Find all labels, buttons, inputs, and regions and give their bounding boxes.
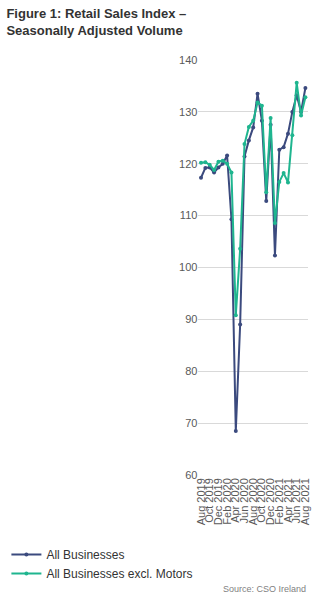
svg-text:Feb 2021: Feb 2021 xyxy=(273,478,285,524)
svg-text:Aug 2021: Aug 2021 xyxy=(299,478,311,525)
svg-text:140: 140 xyxy=(179,54,197,66)
svg-text:110: 110 xyxy=(180,209,198,221)
svg-text:All Businesses: All Businesses xyxy=(46,548,124,562)
svg-text:Jun 2020: Jun 2020 xyxy=(238,478,250,523)
svg-text:Figure 1: Retail Sales Index –: Figure 1: Retail Sales Index –Seasonally… xyxy=(6,6,186,38)
svg-text:90: 90 xyxy=(185,313,197,325)
svg-text:Apr 2020: Apr 2020 xyxy=(229,478,241,523)
svg-text:Source: CSO Ireland: Source: CSO Ireland xyxy=(223,584,306,594)
svg-text:Aug 2020: Aug 2020 xyxy=(247,478,259,525)
svg-text:100: 100 xyxy=(179,261,197,273)
svg-text:Oct 2020: Oct 2020 xyxy=(255,478,267,523)
svg-text:80: 80 xyxy=(185,365,197,377)
svg-text:Feb 2020: Feb 2020 xyxy=(221,478,233,524)
svg-text:Dec 2020: Dec 2020 xyxy=(264,478,276,525)
svg-text:Dec 2019: Dec 2019 xyxy=(212,478,224,525)
svg-text:All Businesses excl. Motors: All Businesses excl. Motors xyxy=(46,567,192,581)
svg-text:120: 120 xyxy=(179,158,197,170)
svg-text:Aug 2019: Aug 2019 xyxy=(195,478,207,525)
svg-text:60: 60 xyxy=(185,469,197,481)
svg-text:130: 130 xyxy=(179,106,197,118)
svg-text:Apr 2021: Apr 2021 xyxy=(282,478,294,523)
svg-text:70: 70 xyxy=(185,417,197,429)
svg-text:Jun 2021: Jun 2021 xyxy=(290,478,302,523)
svg-text:Oct 2019: Oct 2019 xyxy=(203,478,215,523)
